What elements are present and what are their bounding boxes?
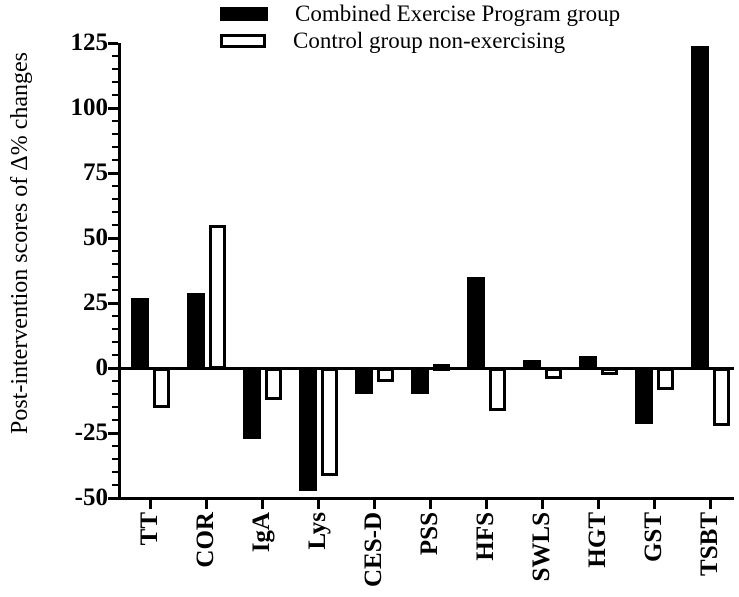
x-category-label-tt: TT <box>136 512 163 546</box>
y-major-tick <box>108 497 118 500</box>
y-minor-tick <box>112 471 118 473</box>
y-minor-tick <box>112 380 118 382</box>
x-tick <box>373 500 376 509</box>
y-minor-tick <box>112 419 118 421</box>
bar-tsbt-combined <box>691 46 709 369</box>
bar-cor-combined <box>187 293 205 369</box>
y-minor-tick <box>112 458 118 460</box>
y-minor-tick <box>112 445 118 447</box>
x-category-label-cor: COR <box>192 512 219 568</box>
x-tick <box>485 500 488 509</box>
bar-tsbt-control <box>713 368 730 426</box>
x-category-label-pss: PSS <box>416 512 443 556</box>
y-major-tick <box>108 107 118 110</box>
legend-item-combined-exercise: Combined Exercise Program group <box>220 0 620 27</box>
legend-swatch-outline-icon <box>220 33 266 48</box>
x-category-label-hfs: HFS <box>472 512 499 561</box>
bar-iga-control <box>265 368 282 400</box>
x-tick <box>429 500 432 509</box>
y-minor-tick <box>112 159 118 161</box>
y-tick-label: -50 <box>74 484 108 511</box>
y-minor-tick <box>112 224 118 226</box>
x-tick <box>709 500 712 509</box>
bar-tt-combined <box>131 298 149 369</box>
bar-hgt-combined <box>579 356 597 369</box>
y-tick-label: 25 <box>83 289 108 316</box>
y-major-tick <box>108 42 118 45</box>
y-major-tick <box>108 302 118 305</box>
zero-baseline <box>118 367 734 370</box>
y-minor-tick <box>112 289 118 291</box>
x-category-label-lys: Lys <box>304 512 331 550</box>
y-minor-tick <box>112 276 118 278</box>
x-tick <box>149 500 152 509</box>
x-tick <box>317 500 320 509</box>
y-tick-label: 50 <box>83 224 108 251</box>
bar-gst-combined <box>635 368 653 424</box>
x-tick <box>261 500 264 509</box>
x-category-label-iga: IgA <box>248 512 275 553</box>
y-minor-tick <box>112 185 118 187</box>
x-category-label-ces-d: CES-D <box>360 512 387 588</box>
bar-lys-combined <box>299 368 317 491</box>
y-major-tick <box>108 237 118 240</box>
y-minor-tick <box>112 484 118 486</box>
y-tick-label: 100 <box>70 94 109 121</box>
y-major-tick <box>108 172 118 175</box>
y-minor-tick <box>112 120 118 122</box>
y-minor-tick <box>112 263 118 265</box>
y-minor-tick <box>112 133 118 135</box>
bar-gst-control <box>657 368 674 390</box>
x-category-label-hgt: HGT <box>584 512 611 568</box>
y-major-tick <box>108 432 118 435</box>
x-category-label-tsbt: TSBT <box>696 512 723 576</box>
legend-label-control-group: Control group non-exercising <box>293 28 566 53</box>
bar-ces-d-control <box>377 368 394 382</box>
legend-swatch-filled-icon <box>220 6 268 21</box>
x-axis-line <box>118 497 734 500</box>
y-tick-label: 125 <box>70 29 109 56</box>
y-minor-tick <box>112 250 118 252</box>
x-tick <box>541 500 544 509</box>
x-tick <box>597 500 600 509</box>
bar-iga-combined <box>243 368 261 439</box>
y-minor-tick <box>112 68 118 70</box>
bar-swls-combined <box>523 360 541 369</box>
x-tick <box>205 500 208 509</box>
y-minor-tick <box>112 146 118 148</box>
x-tick <box>653 500 656 509</box>
x-category-label-gst: GST <box>640 512 667 563</box>
y-minor-tick <box>112 198 118 200</box>
y-minor-tick <box>112 55 118 57</box>
y-minor-tick <box>112 315 118 317</box>
y-minor-tick <box>112 81 118 83</box>
y-axis-line <box>118 43 121 500</box>
y-tick-label: 75 <box>83 159 108 186</box>
y-minor-tick <box>112 406 118 408</box>
y-minor-tick <box>112 341 118 343</box>
bar-hfs-combined <box>467 277 485 369</box>
y-minor-tick <box>112 328 118 330</box>
y-minor-tick <box>112 211 118 213</box>
bar-pss-combined <box>411 368 429 394</box>
y-minor-tick <box>112 354 118 356</box>
y-tick-label: 0 <box>95 354 109 381</box>
bar-hfs-control <box>489 368 506 411</box>
legend-label-combined-exercise: Combined Exercise Program group <box>295 1 621 26</box>
y-tick-label: -25 <box>74 419 108 446</box>
y-minor-tick <box>112 94 118 96</box>
legend-item-control-group: Control group non-exercising <box>220 27 620 54</box>
bar-ces-d-combined <box>355 368 373 394</box>
y-minor-tick <box>112 393 118 395</box>
bar-cor-control <box>209 225 226 369</box>
legend: Combined Exercise Program group Control … <box>220 0 620 54</box>
x-category-label-swls: SWLS <box>528 512 555 582</box>
y-major-tick <box>108 367 118 370</box>
bar-lys-control <box>321 368 338 476</box>
bar-tt-control <box>153 368 170 408</box>
